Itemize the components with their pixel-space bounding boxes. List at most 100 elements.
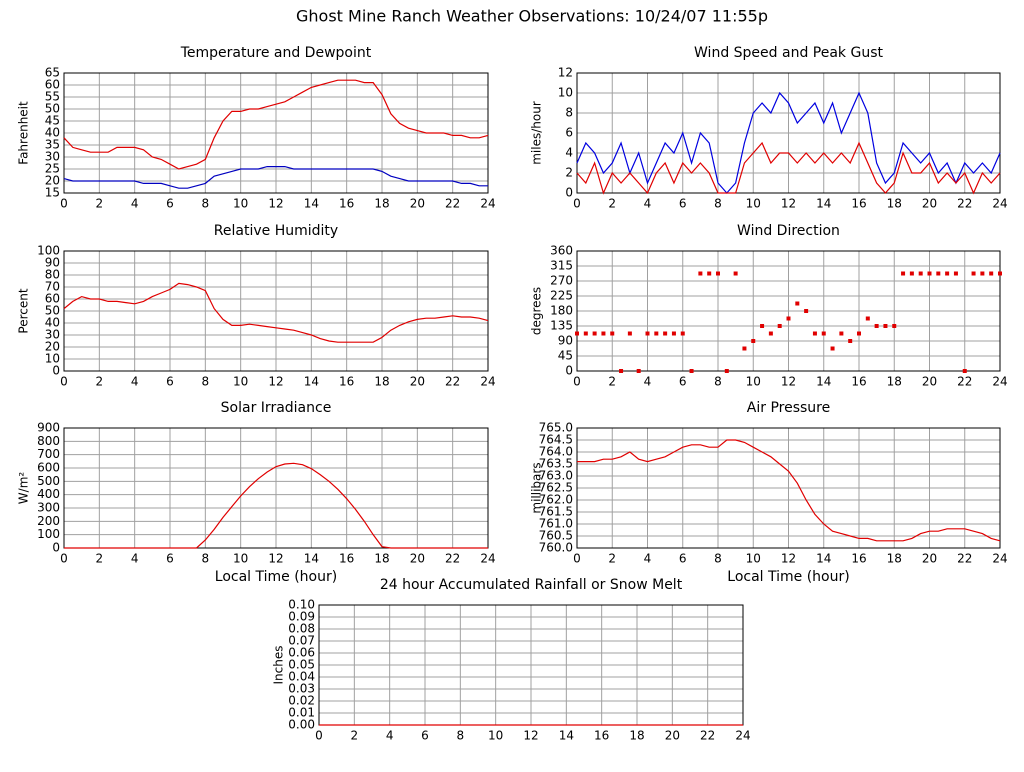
data-point [848, 339, 853, 343]
data-line [63, 166, 488, 189]
x-tick-label: 12 [781, 375, 796, 389]
y-tick-label: 8 [565, 106, 573, 120]
data-point [812, 331, 817, 336]
x-tick-label: 12 [268, 552, 283, 566]
data-point [654, 331, 659, 336]
data-point [945, 271, 950, 276]
chart-title: Relative Humidity [214, 223, 338, 239]
data-point [786, 316, 791, 321]
y-tick-label: 760.0 [539, 541, 573, 555]
x-tick-label: 2 [608, 552, 616, 566]
x-tick-label: 4 [131, 552, 139, 566]
y-tick-label: 100 [37, 244, 60, 258]
x-tick-label: 20 [665, 729, 680, 743]
x-tick-label: 4 [644, 375, 652, 389]
data-point [619, 369, 624, 373]
chart-title: Air Pressure [747, 400, 830, 416]
x-tick-label: 0 [573, 375, 581, 389]
y-tick-label: 300 [37, 501, 60, 515]
y-tick-label: 40 [45, 316, 60, 330]
plot-frame [576, 427, 1001, 549]
y-tick-label: 55 [45, 90, 60, 104]
y-tick-label: 15 [45, 186, 60, 200]
data-point [698, 271, 703, 276]
x-tick-label: 10 [746, 197, 761, 211]
y-tick-label: 760.5 [539, 529, 573, 543]
x-tick-label: 24 [735, 729, 750, 743]
x-tick-label: 22 [957, 552, 972, 566]
y-tick-label: 40 [45, 126, 60, 140]
x-tick-label: 22 [700, 729, 715, 743]
data-point [962, 369, 967, 373]
x-tick-label: 24 [992, 197, 1007, 211]
y-tick-label: 761.0 [539, 517, 573, 531]
x-tick-label: 2 [96, 552, 104, 566]
data-point [733, 271, 738, 276]
x-tick-label: 22 [445, 375, 460, 389]
data-point [724, 369, 729, 373]
y-tick-label: 800 [37, 434, 60, 448]
y-tick-label: 0 [52, 364, 60, 378]
y-tick-label: 761.5 [539, 505, 573, 519]
plot-frame [576, 72, 1001, 194]
data-point [883, 324, 888, 328]
y-tick-label: 6 [565, 126, 573, 140]
x-tick-label: 4 [644, 197, 652, 211]
y-tick-label: 900 [37, 421, 60, 435]
y-axis-label: degrees [530, 287, 544, 335]
data-point [680, 331, 685, 336]
y-tick-label: 80 [45, 268, 60, 282]
data-line [64, 462, 488, 549]
y-tick-label: 30 [45, 328, 60, 342]
y-tick-label: 315 [550, 259, 573, 273]
data-point [830, 346, 835, 351]
x-tick-label: 14 [304, 375, 319, 389]
y-tick-label: 35 [45, 138, 60, 152]
x-tick-label: 0 [60, 552, 68, 566]
x-tick-label: 14 [559, 729, 574, 743]
y-tick-label: 0.07 [288, 634, 315, 648]
x-tick-label: 24 [992, 552, 1007, 566]
y-axis-label: Percent [17, 288, 31, 333]
chart-title: Wind Speed and Peak Gust [694, 45, 883, 61]
data-point [936, 271, 941, 276]
x-tick-label: 16 [339, 552, 354, 566]
y-tick-label: 0.02 [288, 694, 315, 708]
x-tick-label: 6 [679, 552, 687, 566]
y-tick-label: 90 [45, 256, 60, 270]
y-tick-label: 0.06 [288, 646, 315, 660]
y-tick-label: 30 [45, 150, 60, 164]
x-tick-label: 0 [315, 729, 323, 743]
x-tick-label: 18 [374, 197, 389, 211]
y-tick-label: 0.03 [288, 682, 315, 696]
x-tick-label: 22 [957, 375, 972, 389]
x-tick-label: 6 [679, 375, 687, 389]
x-tick-label: 24 [992, 375, 1007, 389]
x-tick-label: 0 [573, 197, 581, 211]
x-tick-label: 18 [887, 375, 902, 389]
y-tick-label: 0.00 [288, 718, 315, 732]
y-tick-label: 65 [45, 66, 60, 80]
x-tick-label: 2 [96, 197, 104, 211]
x-tick-label: 16 [339, 197, 354, 211]
y-tick-label: 10 [558, 86, 573, 100]
x-tick-label: 20 [410, 552, 425, 566]
x-tick-label: 24 [480, 375, 495, 389]
y-tick-label: 20 [45, 340, 60, 354]
y-tick-label: 763.5 [539, 457, 573, 471]
x-tick-label: 20 [922, 552, 937, 566]
x-tick-label: 12 [268, 375, 283, 389]
x-tick-label: 20 [410, 375, 425, 389]
x-tick-label: 8 [714, 552, 722, 566]
x-tick-label: 4 [131, 197, 139, 211]
data-point [901, 271, 906, 276]
y-tick-label: 0.10 [288, 598, 315, 612]
x-tick-label: 2 [608, 375, 616, 389]
data-point [839, 331, 844, 336]
x-tick-label: 4 [131, 375, 139, 389]
x-tick-label: 10 [233, 375, 248, 389]
y-tick-label: 500 [37, 474, 60, 488]
data-point [601, 331, 606, 336]
y-tick-label: 70 [45, 280, 60, 294]
